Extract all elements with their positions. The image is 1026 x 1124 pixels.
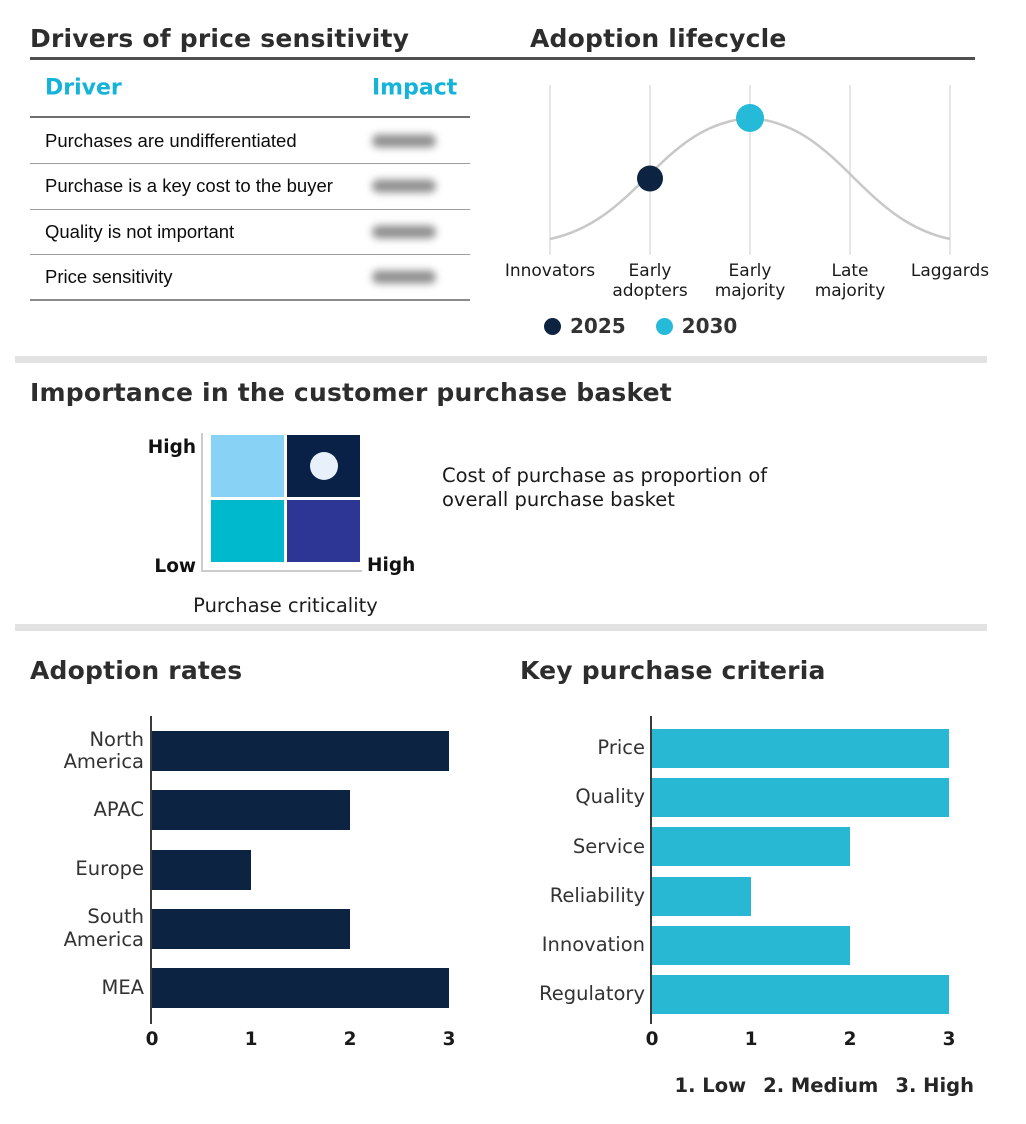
- lifecycle-category-label: Innovators: [504, 261, 596, 281]
- bar-category-label: North America: [63, 727, 144, 773]
- bar-category-label: MEA: [101, 975, 145, 999]
- matrix-x-high-label: High: [367, 555, 416, 576]
- series-point-2030: [736, 104, 764, 132]
- lifecycle-category-label: Early majority: [714, 261, 786, 301]
- bar-category-label: South America: [63, 905, 144, 951]
- legend-dot-icon: [544, 317, 561, 335]
- x-tick-label: 1: [744, 1029, 758, 1050]
- bar: [652, 778, 949, 818]
- legend-label: 2030: [681, 314, 738, 338]
- lifecycle-category-label: Early adopters: [612, 261, 688, 301]
- impact-cell-redacted: [372, 270, 436, 284]
- matrix-quadrant-bottom-right: [287, 500, 360, 562]
- bar: [652, 975, 949, 1014]
- scale-note-item: 1. Low: [674, 1074, 747, 1097]
- driver-cell: Price sensitivity: [45, 266, 173, 288]
- x-tick-label: 3: [942, 1029, 956, 1050]
- bar-category-label: Europe: [75, 857, 144, 881]
- legend-item: 2030: [655, 314, 738, 338]
- x-tick-label: 0: [145, 1029, 159, 1050]
- table-row: Purchase is a key cost to the buyer: [30, 164, 470, 210]
- drivers-table-body: Purchases are undifferentiated Purchase i…: [30, 119, 470, 301]
- scale-note: 1. Low 2. Medium 3. High: [600, 1074, 974, 1097]
- bar: [152, 849, 251, 890]
- table-row: Price sensitivity: [30, 255, 470, 301]
- adoption-rates-title: Adoption rates: [30, 656, 243, 685]
- table-row: Quality is not important: [30, 210, 470, 256]
- legend-item: 2025: [544, 314, 626, 338]
- key-criteria-y-axis: [650, 716, 652, 1024]
- scale-note-item: 3. High: [895, 1074, 974, 1097]
- bar: [152, 908, 350, 949]
- bar: [652, 729, 949, 768]
- driver-cell: Quality is not important: [45, 220, 235, 242]
- bar-category-label: Service: [572, 834, 645, 858]
- lifecycle-category-label: Laggards: [910, 261, 990, 281]
- impact-cell-redacted: [372, 134, 436, 148]
- matrix-x-axis-title: Purchase criticality: [193, 594, 378, 617]
- driver-cell: Purchases are undifferentiated: [45, 129, 297, 151]
- section-divider: [15, 356, 987, 363]
- bar: [652, 827, 850, 867]
- matrix-quadrant-top-left: [211, 435, 284, 497]
- matrix-annotation: Cost of purchase as proportion of overal…: [442, 464, 768, 511]
- lifecycle-category-label: Late majority: [814, 261, 886, 301]
- drivers-table-title: Drivers of price sensitivity: [30, 24, 410, 53]
- x-tick-label: 2: [343, 1029, 357, 1050]
- importance-matrix-title: Importance in the customer purchase bask…: [30, 378, 672, 407]
- bar-category-label: APAC: [93, 798, 144, 821]
- bar-category-label: Price: [597, 736, 645, 760]
- bar-category-label: Innovation: [541, 933, 645, 957]
- bar: [652, 876, 751, 916]
- bar: [152, 968, 449, 1008]
- matrix-quadrant-bottom-left: [211, 500, 284, 562]
- impact-column-header: Impact: [372, 75, 458, 101]
- adoption-lifecycle-title: Adoption lifecycle: [530, 24, 787, 53]
- bar: [152, 731, 449, 771]
- table-row: Purchases are undifferentiated: [30, 119, 470, 165]
- section-divider: [15, 624, 987, 631]
- scale-note-item: 2. Medium: [763, 1074, 879, 1097]
- matrix-y-axis: [201, 433, 203, 572]
- bar: [152, 790, 350, 831]
- matrix-marker-dot: [309, 452, 338, 480]
- bar-category-label: Quality: [575, 785, 645, 809]
- key-purchase-criteria-title: Key purchase criteria: [520, 656, 826, 685]
- importance-matrix: [211, 435, 360, 562]
- legend-label: 2025: [570, 314, 626, 338]
- x-tick-label: 0: [645, 1029, 659, 1050]
- driver-cell: Purchase is a key cost to the buyer: [45, 175, 333, 197]
- legend-dot-icon: [655, 317, 673, 335]
- bar-category-label: Reliability: [549, 883, 645, 907]
- lifecycle-legend: 2025 2030: [544, 314, 737, 338]
- driver-column-header: Driver: [45, 75, 122, 101]
- series-point-2025: [637, 165, 663, 192]
- x-tick-label: 3: [442, 1029, 456, 1050]
- x-tick-label: 2: [843, 1029, 857, 1050]
- impact-cell-redacted: [372, 225, 436, 239]
- matrix-y-low-label: Low: [154, 556, 196, 577]
- bar-category-label: Regulatory: [539, 982, 645, 1006]
- impact-cell-redacted: [372, 179, 436, 193]
- matrix-y-high-label: High: [147, 437, 196, 458]
- adoption-lifecycle-chart: [549, 85, 951, 255]
- x-tick-label: 1: [244, 1029, 258, 1050]
- adoption-rates-y-axis: [150, 716, 152, 1024]
- drivers-table-header: Driver Impact: [30, 60, 470, 118]
- title-underline: [30, 57, 975, 60]
- bar: [652, 925, 850, 965]
- matrix-x-axis: [201, 570, 362, 572]
